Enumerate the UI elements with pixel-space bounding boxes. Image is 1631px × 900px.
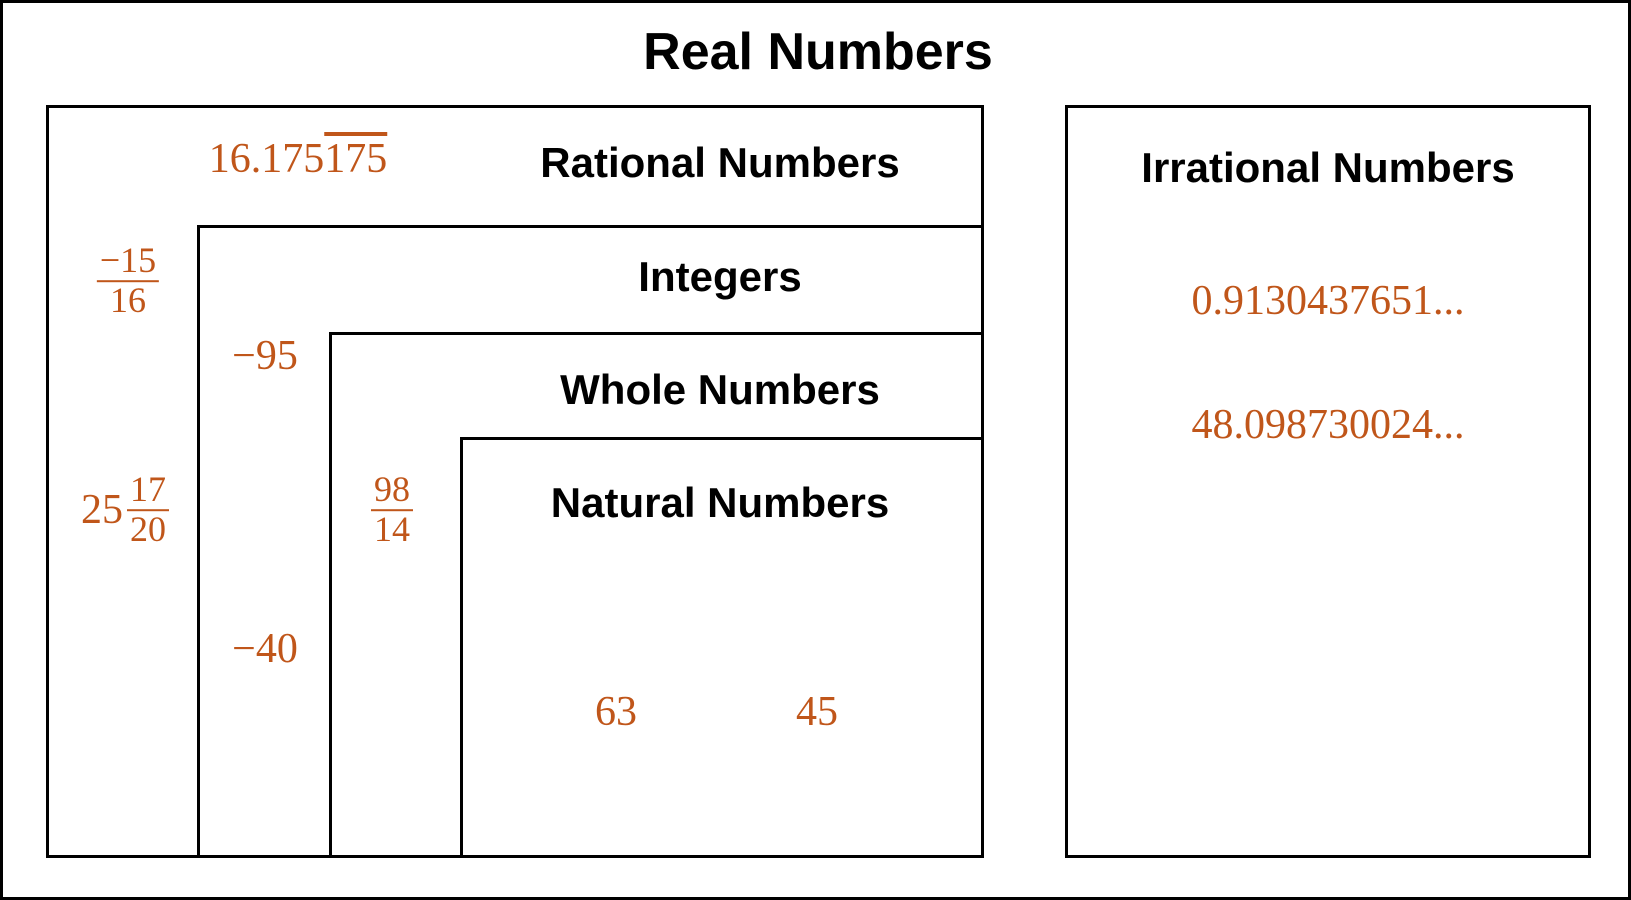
set-label: Whole Numbers bbox=[560, 366, 880, 413]
natural-number: 45 bbox=[796, 689, 838, 735]
natural-box bbox=[460, 437, 984, 858]
set-label: Integers bbox=[638, 253, 802, 300]
fraction: 98 14 bbox=[371, 470, 413, 549]
natural-number: 63 bbox=[595, 689, 637, 735]
irrational-box bbox=[1065, 105, 1591, 858]
fraction: −15 16 bbox=[96, 241, 160, 320]
numerator: 98 bbox=[371, 470, 413, 511]
title: Real Numbers bbox=[643, 23, 993, 81]
decimal-digits: 16.175 bbox=[208, 136, 325, 182]
numerator: 17 bbox=[127, 470, 169, 511]
repeating-decimal: 16.175175 bbox=[209, 135, 388, 183]
repeat-digits: 175 bbox=[324, 136, 388, 182]
set-label: Rational Numbers bbox=[540, 139, 900, 186]
denominator: 16 bbox=[110, 280, 146, 320]
denominator: 20 bbox=[130, 509, 166, 549]
whole-part: 25 bbox=[81, 487, 123, 533]
irrational-number: 48.098730024... bbox=[1191, 402, 1465, 448]
denominator: 14 bbox=[374, 509, 410, 549]
mixed-number: 25 17 20 bbox=[81, 470, 169, 549]
numerator: −15 bbox=[96, 241, 160, 282]
integer: −95 bbox=[232, 333, 298, 379]
set-label: Irrational Numbers bbox=[1141, 144, 1515, 191]
set-label: Natural Numbers bbox=[550, 479, 890, 526]
integer: −40 bbox=[232, 626, 298, 672]
irrational-number: 0.9130437651... bbox=[1191, 278, 1465, 324]
